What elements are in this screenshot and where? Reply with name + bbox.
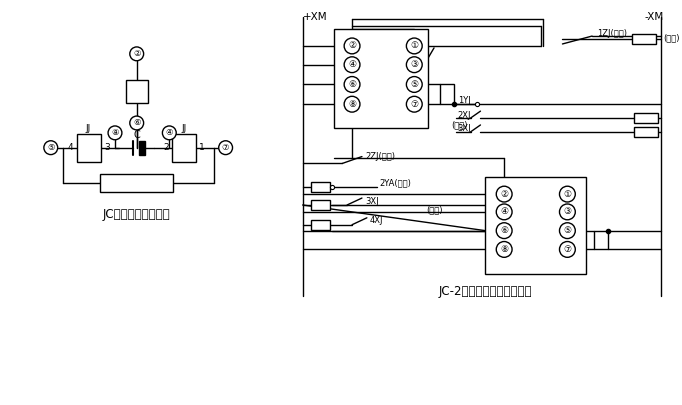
Bar [594,231,608,249]
Text: JC-2冲击继电器典型接线图: JC-2冲击继电器典型接线图 [439,286,532,298]
Text: ③: ③ [563,207,572,216]
Text: R1: R1 [441,90,453,99]
Text: ⑧: ⑧ [500,245,508,254]
Bar [634,113,658,123]
Bar [440,85,454,104]
Bar [138,141,145,155]
Text: R1: R1 [595,236,607,245]
Text: 2ZJ(复归): 2ZJ(复归) [365,152,395,161]
Text: JJ: JJ [181,124,187,133]
Circle shape [559,186,576,202]
Circle shape [406,77,422,92]
Bar [126,79,147,103]
Circle shape [406,57,422,72]
Bar [310,182,330,192]
Text: (试验): (试验) [663,34,680,43]
Text: C: C [134,130,140,140]
Text: R1    1Ω: R1 1Ω [117,178,156,188]
Text: 3XJ: 3XJ [458,124,471,133]
Text: 3: 3 [104,143,110,152]
Circle shape [130,47,144,61]
Text: ①: ① [563,190,572,198]
Bar [486,177,586,274]
Text: ②: ② [348,41,356,51]
Bar [310,220,330,230]
Bar [632,34,656,44]
Circle shape [496,223,512,239]
Text: ⑥: ⑥ [500,226,508,235]
Circle shape [344,57,360,72]
Circle shape [496,241,512,257]
Bar [173,134,196,162]
Bar [78,134,101,162]
Text: ④: ④ [500,207,508,216]
Text: R2: R2 [130,86,143,96]
Text: ①: ① [410,41,418,51]
Text: ⑦: ⑦ [563,245,572,254]
Text: 2XJ: 2XJ [458,111,471,119]
Text: 4XJ: 4XJ [370,216,383,225]
Circle shape [406,38,422,54]
Text: ②: ② [133,49,140,58]
Circle shape [44,141,58,155]
Bar [310,200,330,210]
Text: 4: 4 [68,143,74,152]
Circle shape [559,223,576,239]
Text: ⑤: ⑤ [47,143,55,152]
Text: ⑤: ⑤ [563,226,572,235]
Circle shape [559,241,576,257]
Text: (启动): (启动) [426,205,443,214]
Bar [634,127,658,137]
Circle shape [406,96,422,112]
Text: ⑦: ⑦ [222,143,229,152]
Circle shape [496,186,512,202]
Text: 1ZJ(复归): 1ZJ(复归) [597,29,627,38]
Text: ②: ② [500,190,508,198]
Text: ⑥: ⑥ [348,80,356,89]
Text: +XM: +XM [303,12,327,22]
Circle shape [219,141,233,155]
Text: ⑥: ⑥ [133,119,140,128]
Text: ⑦: ⑦ [410,100,418,109]
Text: 2: 2 [164,143,169,152]
Text: JC继电器原理电路图: JC继电器原理电路图 [103,208,170,222]
Text: JJ: JJ [86,124,91,133]
Circle shape [130,116,144,130]
Text: ⑧: ⑧ [348,100,356,109]
Bar [334,29,428,128]
Text: (启动): (启动) [451,120,467,130]
Circle shape [162,126,176,140]
Text: -XM: -XM [645,12,664,22]
Text: 1: 1 [199,143,205,152]
Bar [100,174,173,192]
Text: ⑤: ⑤ [410,80,418,89]
Circle shape [108,126,122,140]
Text: 2YA(试验): 2YA(试验) [380,179,411,188]
Circle shape [559,204,576,220]
Text: 1YJ: 1YJ [458,96,471,105]
Text: ④: ④ [348,60,356,69]
Circle shape [344,77,360,92]
Text: JC-2: JC-2 [520,215,540,225]
Circle shape [344,38,360,54]
Text: ⑧: ⑧ [111,128,119,137]
Text: ③: ③ [410,60,418,69]
Text: ④: ④ [166,128,173,137]
Circle shape [344,96,360,112]
Circle shape [496,204,512,220]
Text: JC-2: JC-2 [376,66,397,77]
Text: 3XJ: 3XJ [365,196,379,205]
